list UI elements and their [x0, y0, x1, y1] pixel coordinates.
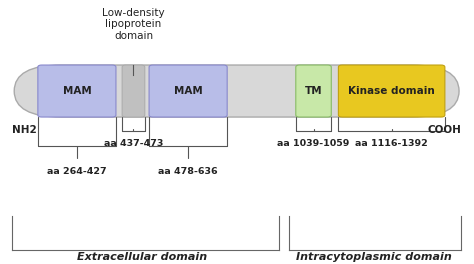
- Text: Intracytoplasmic domain: Intracytoplasmic domain: [296, 252, 452, 262]
- FancyBboxPatch shape: [149, 65, 227, 117]
- FancyBboxPatch shape: [14, 65, 459, 117]
- Text: MAM: MAM: [174, 86, 202, 96]
- Text: aa 437-473: aa 437-473: [104, 139, 163, 148]
- Text: MAM: MAM: [63, 86, 91, 96]
- Text: Low-density
lipoprotein
domain: Low-density lipoprotein domain: [102, 8, 165, 41]
- FancyBboxPatch shape: [122, 65, 145, 117]
- FancyBboxPatch shape: [38, 65, 116, 117]
- Text: TM: TM: [305, 86, 322, 96]
- Text: aa 478-636: aa 478-636: [158, 167, 218, 176]
- Text: aa 1039-1059: aa 1039-1059: [277, 139, 350, 148]
- Text: Extracellular domain: Extracellular domain: [77, 252, 207, 262]
- Text: NH2: NH2: [12, 125, 36, 135]
- Text: COOH: COOH: [428, 125, 461, 135]
- Text: aa 1116-1392: aa 1116-1392: [355, 139, 428, 148]
- FancyBboxPatch shape: [296, 65, 331, 117]
- Text: aa 264-427: aa 264-427: [47, 167, 107, 176]
- Text: Kinase domain: Kinase domain: [348, 86, 435, 96]
- FancyBboxPatch shape: [338, 65, 445, 117]
